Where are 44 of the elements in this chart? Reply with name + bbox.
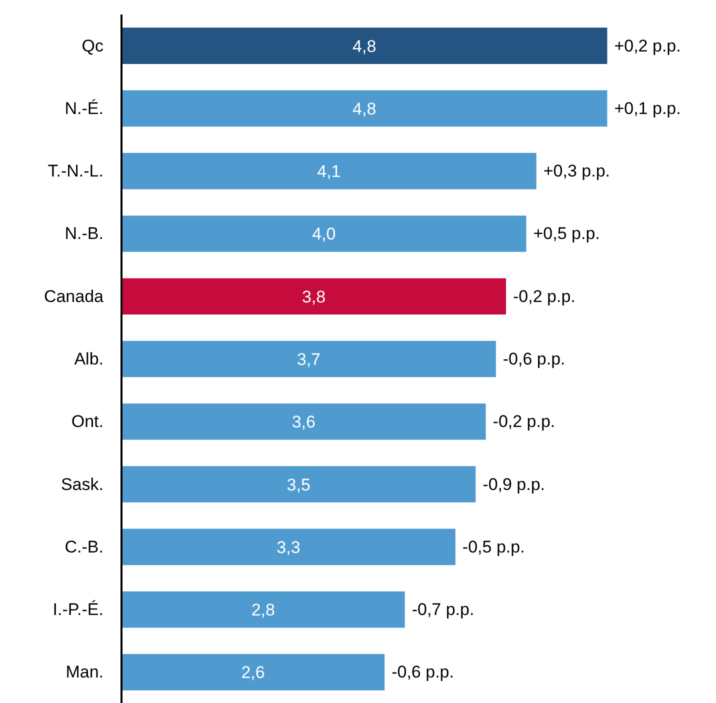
annotation: -0,2 p.p. bbox=[513, 286, 576, 306]
y-tick-label: Man. bbox=[66, 662, 104, 682]
data-label: 3,6 bbox=[292, 412, 316, 432]
y-tick-label: Ont. bbox=[71, 412, 104, 432]
data-label: 2,6 bbox=[241, 663, 265, 682]
y-tick-label: Alb. bbox=[74, 350, 104, 368]
data-label: 3,7 bbox=[296, 350, 321, 369]
y-tick-label: I.-P.-É. bbox=[52, 600, 104, 620]
bar bbox=[122, 28, 608, 64]
data-label: 4,0 bbox=[312, 224, 336, 244]
annotation: -0,6 p.p. bbox=[502, 350, 566, 368]
bar bbox=[122, 278, 506, 315]
bar bbox=[122, 90, 608, 127]
bar bbox=[122, 152, 536, 190]
y-tick-label: C.-B. bbox=[64, 537, 104, 556]
data-label: 4,1 bbox=[317, 162, 341, 182]
annotation: +0,3 p.p. bbox=[543, 162, 610, 181]
bar bbox=[122, 654, 385, 690]
data-label: 3,3 bbox=[276, 538, 300, 557]
bar bbox=[122, 340, 496, 378]
data-label: 2,8 bbox=[251, 600, 275, 620]
bar bbox=[122, 528, 456, 566]
annotation: -0,6 p.p. bbox=[392, 662, 454, 682]
bar bbox=[122, 403, 486, 440]
bar bbox=[122, 466, 476, 502]
y-tick-label: N.-B. bbox=[64, 224, 104, 244]
annotation: +0,2 p.p. bbox=[614, 36, 681, 56]
y-tick-label: Qc bbox=[82, 36, 104, 56]
annotation: +0,1 p.p. bbox=[614, 98, 681, 118]
annotation: -0,2 p.p. bbox=[492, 412, 556, 432]
annotation: -0,5 p.p. bbox=[462, 537, 525, 556]
bar bbox=[122, 591, 405, 628]
data-label: 3,8 bbox=[302, 287, 326, 306]
y-tick-label: N.-É. bbox=[64, 98, 104, 118]
data-label: 4,8 bbox=[352, 99, 376, 118]
data-label: 3,5 bbox=[286, 475, 310, 494]
data-label: 4,8 bbox=[352, 36, 376, 56]
y-tick-label: T.-N.-L. bbox=[48, 162, 104, 181]
annotation: +0,5 p.p. bbox=[533, 224, 600, 244]
y-tick-label: Sask. bbox=[60, 474, 104, 494]
bar bbox=[122, 216, 526, 252]
annotation: -0,7 p.p. bbox=[412, 600, 474, 620]
y-tick-label: Canada bbox=[44, 286, 104, 306]
annotation: -0,9 p.p. bbox=[482, 474, 546, 494]
